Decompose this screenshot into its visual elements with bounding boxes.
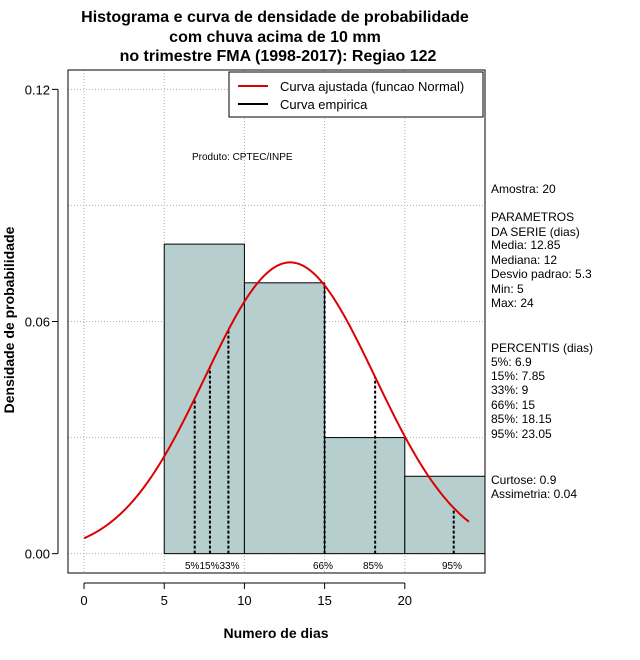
stat-line-10: 5%: 6.9 [491,355,532,369]
stat-line-2: PARAMETROS [491,210,574,224]
y-tick-label-0.06: 0.06 [25,315,50,330]
stat-line-8: Max: 24 [491,296,534,310]
y-axis-label: Densidade de probabilidade [1,226,17,413]
chart-title-line-3: no trimestre FMA (1998-2017): Regiao 122 [120,48,437,65]
stat-line-6: Desvio padrao: 5.3 [491,267,592,281]
percentile-label-95: 95% [442,561,462,572]
percentile-label-66: 66% [313,561,333,572]
chart-title-line-1: Histograma e curva de densidade de proba… [81,9,469,26]
histogram-bars [163,243,486,555]
chart-title-line-2: com chuva acima de 10 mm [169,29,381,46]
histogram-bar-2 [243,282,326,555]
x-tick-label-20: 20 [398,593,412,608]
producer-credit: Produto: CPTEC/INPE [192,152,293,163]
legend-box [228,71,484,118]
fitted-normal-curve [83,261,470,540]
stat-line-11: 15%: 7.85 [491,369,545,383]
y-tick-label-0.00: 0.00 [25,547,50,562]
stat-line-14: 85%: 18.15 [491,412,552,426]
histogram-bar-4 [404,475,486,555]
percentile-lines [193,285,455,554]
stat-line-3: DA SERIE (dias) [491,225,580,239]
percentile-label-low-group: 5%15%33% [185,561,240,572]
histogram-bar-1 [163,243,245,555]
stat-line-4: Media: 12.85 [491,238,561,252]
x-tick-label-15: 15 [317,593,331,608]
legend-label-empirical: Curva empirica [280,97,368,112]
y-tick-label-0.12: 0.12 [25,82,50,97]
stat-line-13: 66%: 15 [491,398,535,412]
grid [68,70,485,573]
fitted-curve [83,261,470,540]
stat-line-5: Mediana: 12 [491,253,557,267]
legend: Curva ajustada (funcao Normal) Curva emp… [228,71,484,118]
plot-frame [67,69,486,574]
stat-line-9: PERCENTIS (dias) [491,341,593,355]
percentile-label-85: 85% [363,561,383,572]
stat-line-15: 95%: 23.05 [491,427,552,441]
x-tick-label-0: 0 [80,593,87,608]
axes: 0 5 10 15 20 0.00 0.06 0.12 [25,82,412,608]
x-tick-label-5: 5 [161,593,168,608]
legend-label-fitted: Curva ajustada (funcao Normal) [280,79,464,94]
x-tick-label-10: 10 [237,593,251,608]
stat-line-12: 33%: 9 [491,383,529,397]
stat-line-16: Curtose: 0.9 [491,473,557,487]
stat-line-17: Assimetria: 0.04 [491,487,577,501]
histogram-bar-3 [324,437,406,555]
stat-line-1: Amostra: 20 [491,182,556,196]
stat-line-7: Min: 5 [491,282,524,296]
x-axis-label: Numero de dias [223,625,328,641]
